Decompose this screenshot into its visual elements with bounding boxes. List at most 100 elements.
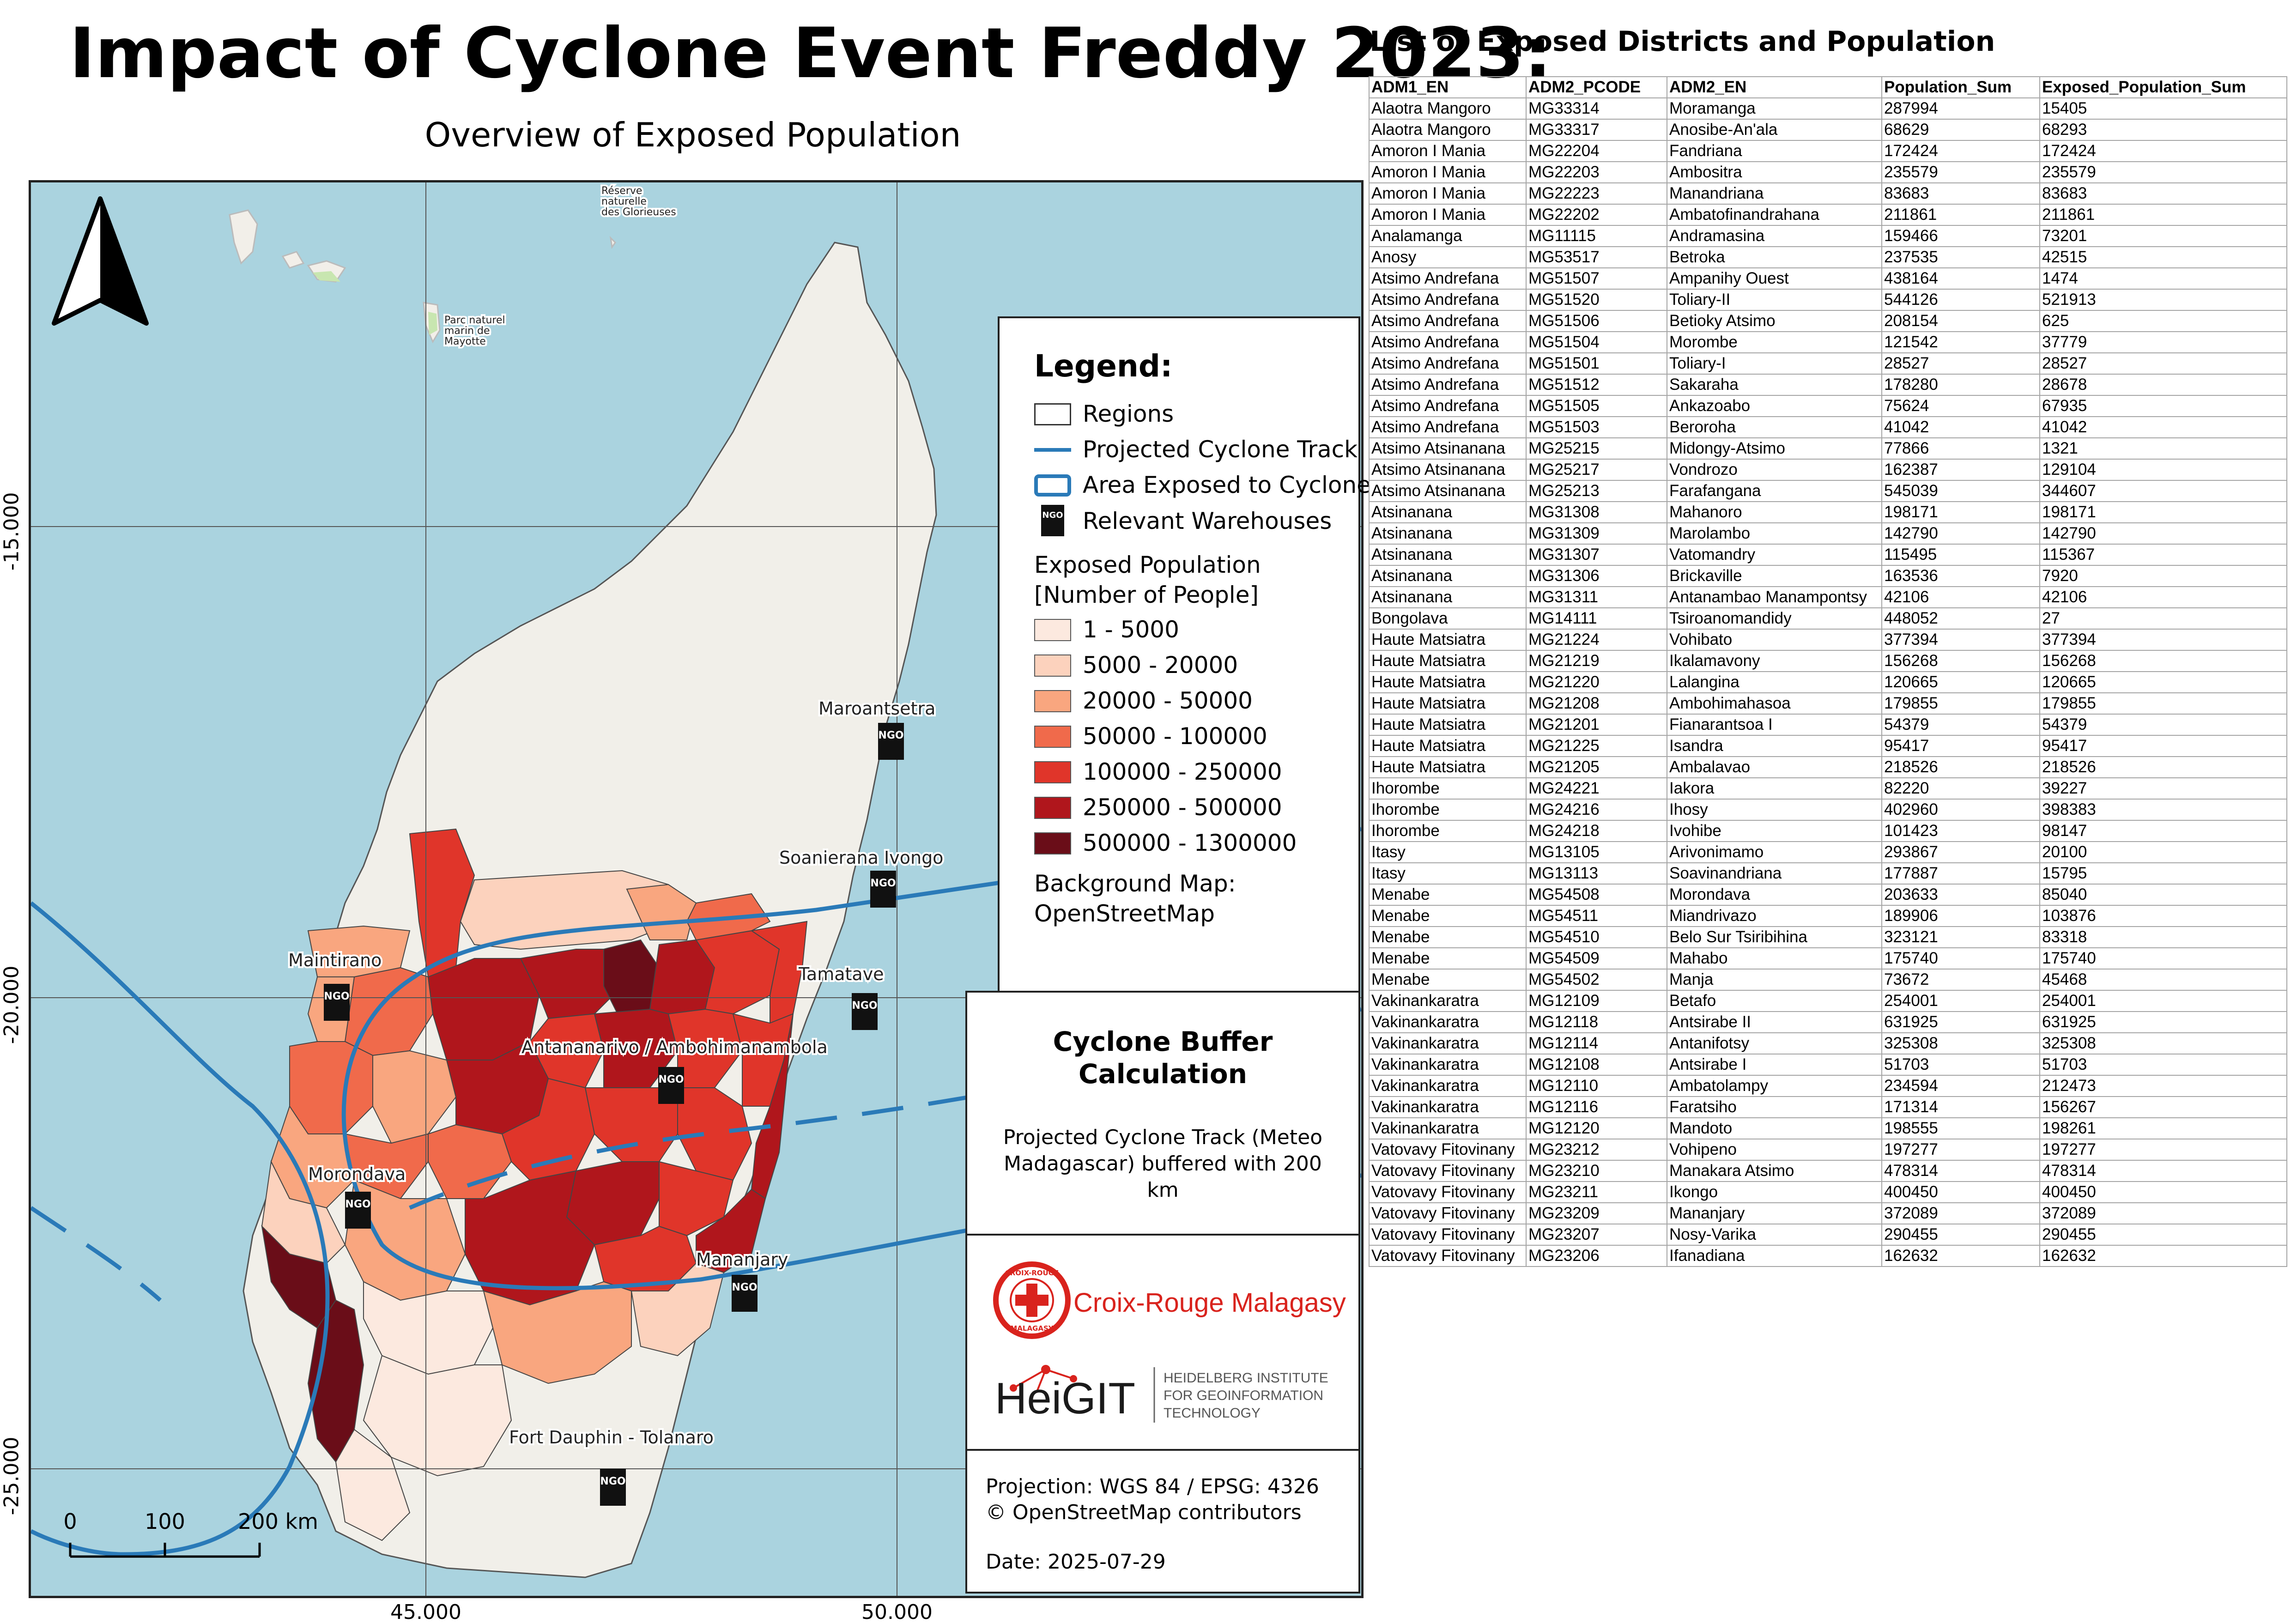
column-header-exposed: Exposed_Population_Sum xyxy=(2039,76,2287,98)
table-cell: Atsimo Atsinanana xyxy=(1369,459,1527,481)
table-cell: 293867 xyxy=(1881,841,2040,863)
table-cell: 162632 xyxy=(1881,1245,2040,1267)
table-row: Vakinankaratra MG12114 Antanifotsy 325308 32… xyxy=(1369,1032,2287,1054)
table-cell: MG33317 xyxy=(1526,119,1667,141)
table-cell: Ambohimahasoa xyxy=(1667,692,1882,715)
table-cell: MG21220 xyxy=(1526,671,1667,693)
date-text: Date: 2025-07-29 xyxy=(986,1550,1166,1574)
table-cell: MG12120 xyxy=(1526,1117,1667,1139)
table-row: Anosy MG53517 Betroka 237535 42515 xyxy=(1369,246,2287,268)
table-cell: 95417 xyxy=(1881,735,2040,757)
column-header-population: Population_Sum xyxy=(1881,76,2040,98)
table-row: Atsimo Andrefana MG51504 Morombe 121542 3777… xyxy=(1369,331,2287,353)
column-header-pcode: ADM2_PCODE xyxy=(1526,76,1667,98)
table-cell: MG21225 xyxy=(1526,735,1667,757)
table-row: Alaotra Mangoro MG33314 Moramanga 287994 154… xyxy=(1369,97,2287,120)
table-cell: Mandoto xyxy=(1667,1117,1882,1139)
park-label-glorieuses-1: Réserve xyxy=(601,185,642,197)
heigit-line-2: FOR GEOINFORMATION xyxy=(1164,1388,1323,1403)
table-cell: 163536 xyxy=(1881,565,2040,587)
table-cell: Belo Sur Tsiribihina xyxy=(1667,926,1882,948)
table-row: Atsimo Atsinanana MG25213 Farafangana 54503… xyxy=(1369,480,2287,502)
table-cell: Miandrivazo xyxy=(1667,905,1882,927)
table-cell: 398383 xyxy=(2039,799,2287,821)
table-row: Vakinankaratra MG12116 Faratsiho 171314 1562… xyxy=(1369,1096,2287,1118)
scale-label-0: 0 xyxy=(63,1509,77,1534)
map-title: Impact of Cyclone Event Freddy 2023: xyxy=(69,13,1552,94)
table-cell: MG54511 xyxy=(1526,905,1667,927)
park-label-mayotte-3: Mayotte xyxy=(444,336,486,347)
table-cell: Vatovavy Fitovinany xyxy=(1369,1181,1527,1203)
table-cell: Antsirabe II xyxy=(1667,1011,1882,1033)
table-cell: MG12116 xyxy=(1526,1096,1667,1118)
table-cell: MG24221 xyxy=(1526,777,1667,800)
table-cell: Haute Matsiatra xyxy=(1369,692,1527,715)
table-cell: 172424 xyxy=(1881,140,2040,162)
table-cell: Atsinanana xyxy=(1369,544,1527,566)
table-cell: Ampanihy Ouest xyxy=(1667,267,1882,290)
table-cell: MG25217 xyxy=(1526,459,1667,481)
table-row: Atsimo Andrefana MG51507 Ampanihy Ouest 438… xyxy=(1369,267,2287,290)
table-cell: 67935 xyxy=(2039,395,2287,417)
table-cell: 254001 xyxy=(2039,990,2287,1012)
table-cell: 377394 xyxy=(1881,629,2040,651)
table-cell: MG31306 xyxy=(1526,565,1667,587)
table-row: Vatovavy Fitovinany MG23207 Nosy-Varika 290… xyxy=(1369,1224,2287,1246)
lon-label-50: 50.000 xyxy=(861,1600,933,1624)
table-cell: Manakara Atsimo xyxy=(1667,1160,1882,1182)
table-row: Atsinanana MG31311 Antanambao Manampontsy 4… xyxy=(1369,586,2287,608)
table-cell: 377394 xyxy=(2039,629,2287,651)
table-cell: Ihorombe xyxy=(1369,777,1527,800)
table-cell: Antanifotsy xyxy=(1667,1032,1882,1054)
table-cell: MG22223 xyxy=(1526,182,1667,205)
table-cell: 218526 xyxy=(2039,756,2287,778)
label-soanierana-ivongo: Soanierana Ivongo xyxy=(779,848,943,868)
table-cell: Vakinankaratra xyxy=(1369,1032,1527,1054)
park-label-mayotte-2: marin de xyxy=(444,325,490,337)
table-cell: Vohipeno xyxy=(1667,1139,1882,1161)
scale-label-100: 100 xyxy=(145,1509,185,1534)
table-cell: 42106 xyxy=(2039,586,2287,608)
table-cell: Toliary-II xyxy=(1667,289,1882,311)
table-cell: Ambositra xyxy=(1667,161,1882,183)
table-cell: Ankazoabo xyxy=(1667,395,1882,417)
label-fort-dauphin: Fort Dauphin - Tolanaro xyxy=(509,1427,714,1448)
table-cell: MG51503 xyxy=(1526,416,1667,438)
table-cell: MG21205 xyxy=(1526,756,1667,778)
table-cell: MG51505 xyxy=(1526,395,1667,417)
label-mananjary: Mananjary xyxy=(696,1249,788,1270)
district-table: ADM1_EN ADM2_PCODE ADM2_EN Population_Su… xyxy=(1369,76,2287,1267)
table-cell: 120665 xyxy=(1881,671,2040,693)
table-cell: 156267 xyxy=(2039,1096,2287,1118)
table-cell: Antsirabe I xyxy=(1667,1054,1882,1076)
table-cell: 287994 xyxy=(1881,97,2040,120)
table-header: ADM1_EN ADM2_PCODE ADM2_EN Population_Su… xyxy=(1369,76,2287,98)
logos-svg: CROIX-ROUGE MALAGASY Croix-Rouge Malagas… xyxy=(993,1261,1346,1423)
table-cell: Atsimo Atsinanana xyxy=(1369,437,1527,460)
table-row: Atsimo Andrefana MG51501 Toliary-I 28527 285… xyxy=(1369,352,2287,375)
table-cell: 129104 xyxy=(2039,459,2287,481)
table-cell: Haute Matsiatra xyxy=(1369,714,1527,736)
lat-label-15: -15.000 xyxy=(0,492,24,571)
label-tamatave: Tamatave xyxy=(798,964,884,984)
table-row: Ihorombe MG24218 Ivohibe 101423 98147 xyxy=(1369,820,2287,842)
table-cell: 212473 xyxy=(2039,1075,2287,1097)
table-cell: 198171 xyxy=(1881,501,2040,523)
table-row: Menabe MG54508 Morondava 203633 85040 xyxy=(1369,884,2287,906)
logos-panel: CROIX-ROUGE MALAGASY Croix-Rouge Malagas… xyxy=(965,1234,1360,1451)
legend-pop-title-1: Exposed Population xyxy=(1034,551,1261,578)
table-cell: MG54510 xyxy=(1526,926,1667,948)
table-cell: 28678 xyxy=(2039,374,2287,396)
table-cell: Atsimo Andrefana xyxy=(1369,289,1527,311)
table-cell: 179855 xyxy=(1881,692,2040,715)
table-cell: Itasy xyxy=(1369,862,1527,885)
table-cell: 400450 xyxy=(2039,1181,2287,1203)
north-arrow-icon xyxy=(52,196,149,326)
buffer-description: Projected Cyclone Track (Meteo Madagasca… xyxy=(1003,1126,1323,1202)
table-row: Amoron I Mania MG22204 Fandriana 172424 1724… xyxy=(1369,140,2287,162)
legend-background-2: OpenStreetMap xyxy=(1034,900,1215,927)
table-row: Atsimo Andrefana MG51512 Sakaraha 178280 286… xyxy=(1369,374,2287,396)
table-cell: Beroroha xyxy=(1667,416,1882,438)
table-cell: Sakaraha xyxy=(1667,374,1882,396)
table-cell: Anosibe-An'ala xyxy=(1667,119,1882,141)
